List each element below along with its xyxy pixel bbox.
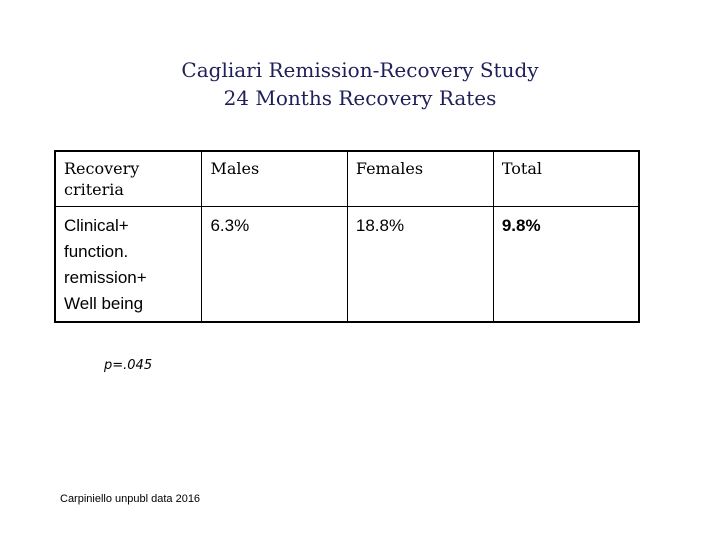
header-males: Males bbox=[201, 151, 348, 207]
criteria-line-2: function. bbox=[64, 242, 129, 261]
cell-criteria: Clinical+ function. remission+ Well bein… bbox=[55, 206, 203, 322]
slide-title: Cagliari Remission-Recovery Study 24 Mon… bbox=[0, 56, 720, 112]
header-recovery-criteria: Recovery criteria bbox=[55, 151, 203, 207]
criteria-line-4: Well being bbox=[64, 294, 144, 313]
title-line-2: 24 Months Recovery Rates bbox=[223, 86, 497, 110]
p-value: p=.045 bbox=[104, 358, 153, 373]
title-line-1: Cagliari Remission-Recovery Study bbox=[181, 58, 539, 82]
header-total: Total bbox=[493, 151, 639, 207]
recovery-rates-table: Recovery criteria Males Females Total Cl… bbox=[54, 150, 640, 323]
header-females: Females bbox=[347, 151, 494, 207]
cell-males: 6.3% bbox=[201, 206, 348, 322]
criteria-line-3: remission+ bbox=[64, 268, 147, 287]
source-citation: Carpiniello unpubl data 2016 bbox=[60, 493, 201, 505]
cell-total: 9.8% bbox=[501, 216, 541, 235]
cell-females: 18.8% bbox=[347, 206, 494, 322]
criteria-line-1: Clinical+ bbox=[64, 216, 129, 235]
table-row: Clinical+ function. remission+ Well bein… bbox=[55, 206, 639, 322]
table-header-row: Recovery criteria Males Females Total bbox=[55, 151, 639, 207]
